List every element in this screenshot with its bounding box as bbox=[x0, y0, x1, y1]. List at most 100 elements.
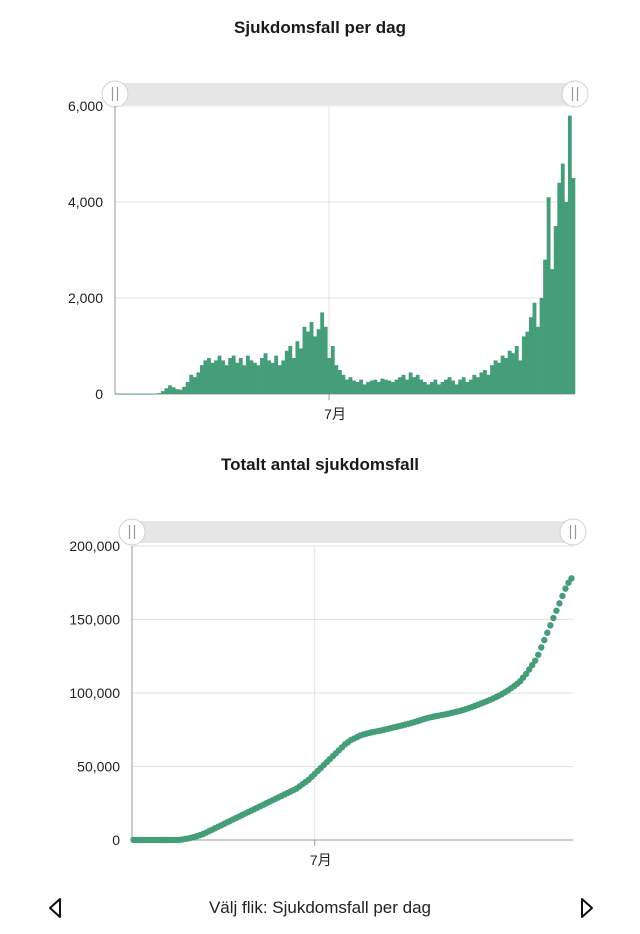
bar bbox=[352, 380, 356, 394]
range-slider-handle-right[interactable] bbox=[561, 80, 589, 108]
bar bbox=[500, 355, 505, 394]
bar bbox=[341, 374, 346, 394]
bar bbox=[242, 365, 247, 394]
bar bbox=[465, 382, 470, 394]
bar bbox=[472, 374, 477, 394]
bar bbox=[231, 355, 236, 394]
range-slider-track bbox=[115, 83, 575, 105]
bar bbox=[437, 384, 441, 394]
bar bbox=[136, 393, 141, 395]
bar bbox=[175, 389, 179, 394]
x-tick-label: 7月 bbox=[324, 406, 346, 422]
bar bbox=[479, 372, 484, 394]
bar bbox=[373, 379, 378, 394]
y-tick-label: 150,000 bbox=[69, 612, 120, 628]
bar bbox=[217, 355, 222, 394]
y-tick-label: 4,000 bbox=[68, 194, 103, 210]
bar bbox=[299, 348, 303, 394]
data-point bbox=[556, 600, 563, 607]
bar bbox=[433, 379, 438, 394]
y-tick-label: 2,000 bbox=[68, 290, 103, 306]
bar bbox=[387, 380, 392, 394]
bar bbox=[543, 259, 547, 394]
bar bbox=[529, 317, 533, 394]
bar bbox=[185, 382, 190, 394]
bar bbox=[391, 382, 395, 394]
data-point bbox=[535, 651, 542, 658]
bar bbox=[348, 377, 353, 394]
bar bbox=[426, 384, 431, 394]
bar bbox=[334, 365, 339, 394]
range-slider-handle-left[interactable] bbox=[101, 80, 129, 108]
triangle-right-icon bbox=[581, 898, 593, 918]
prev-tab-button[interactable] bbox=[44, 896, 68, 920]
y-tick-label: 200,000 bbox=[69, 538, 120, 554]
bar bbox=[394, 379, 399, 394]
bar bbox=[550, 269, 555, 394]
range-slider-handle-left[interactable] bbox=[118, 518, 146, 546]
bar bbox=[196, 372, 201, 394]
bar bbox=[316, 329, 321, 394]
chart-title-daily: Sjukdomsfall per dag bbox=[234, 18, 406, 37]
bar bbox=[408, 372, 413, 394]
x-tick-label: 7月 bbox=[310, 852, 332, 868]
bar bbox=[150, 393, 155, 395]
y-tick-label: 50,000 bbox=[77, 759, 120, 775]
bar bbox=[475, 377, 480, 394]
bar bbox=[115, 393, 119, 395]
data-point bbox=[562, 585, 569, 592]
bar bbox=[122, 393, 126, 395]
bar bbox=[355, 382, 360, 394]
bar bbox=[132, 393, 137, 395]
daily-cases-bar-chart[interactable]: 0 2,000 4,000 6,000 7月 bbox=[0, 0, 640, 440]
bar bbox=[146, 393, 151, 395]
bar bbox=[553, 226, 558, 394]
bar bbox=[507, 350, 512, 394]
bar bbox=[557, 182, 562, 394]
range-slider-track bbox=[132, 521, 573, 543]
total-cases-scatter-chart[interactable]: 0 50,000 100,000 150,000 200,000 7月 bbox=[0, 440, 640, 880]
next-tab-button[interactable] bbox=[574, 896, 598, 920]
bar bbox=[401, 374, 406, 394]
bar bbox=[571, 178, 576, 394]
bar bbox=[383, 379, 388, 394]
bar bbox=[539, 298, 544, 394]
range-slider-handle-right[interactable] bbox=[559, 518, 587, 546]
data-point bbox=[538, 644, 545, 651]
bar bbox=[497, 362, 501, 394]
y-tick-label: 0 bbox=[95, 386, 103, 402]
bar bbox=[490, 365, 494, 394]
bar bbox=[125, 393, 130, 395]
bar bbox=[380, 378, 385, 394]
bar bbox=[249, 360, 254, 394]
bar bbox=[369, 380, 374, 394]
data-point bbox=[550, 614, 557, 622]
bar bbox=[376, 382, 381, 394]
bar bbox=[422, 382, 427, 394]
bar bbox=[143, 393, 148, 395]
bar bbox=[486, 374, 491, 394]
bar bbox=[281, 360, 286, 394]
bar bbox=[511, 353, 516, 394]
data-point bbox=[559, 592, 566, 600]
bar bbox=[189, 374, 194, 394]
bar bbox=[291, 358, 296, 394]
bar bbox=[454, 384, 459, 394]
bar bbox=[429, 382, 434, 394]
bar bbox=[412, 377, 417, 394]
bar bbox=[362, 384, 367, 394]
y-tick-label: 0 bbox=[112, 832, 120, 848]
bar bbox=[270, 362, 275, 394]
bar bbox=[182, 386, 187, 394]
bar bbox=[514, 346, 519, 394]
bar bbox=[221, 360, 225, 394]
bar bbox=[256, 365, 261, 394]
data-point bbox=[532, 657, 539, 664]
y-tick-label: 100,000 bbox=[69, 685, 120, 701]
bar bbox=[567, 115, 572, 394]
bar bbox=[440, 382, 445, 394]
chart-title-total: Totalt antal sjukdomsfall bbox=[220, 455, 420, 474]
bar bbox=[330, 346, 335, 394]
bar bbox=[238, 358, 243, 394]
bar bbox=[504, 358, 509, 394]
